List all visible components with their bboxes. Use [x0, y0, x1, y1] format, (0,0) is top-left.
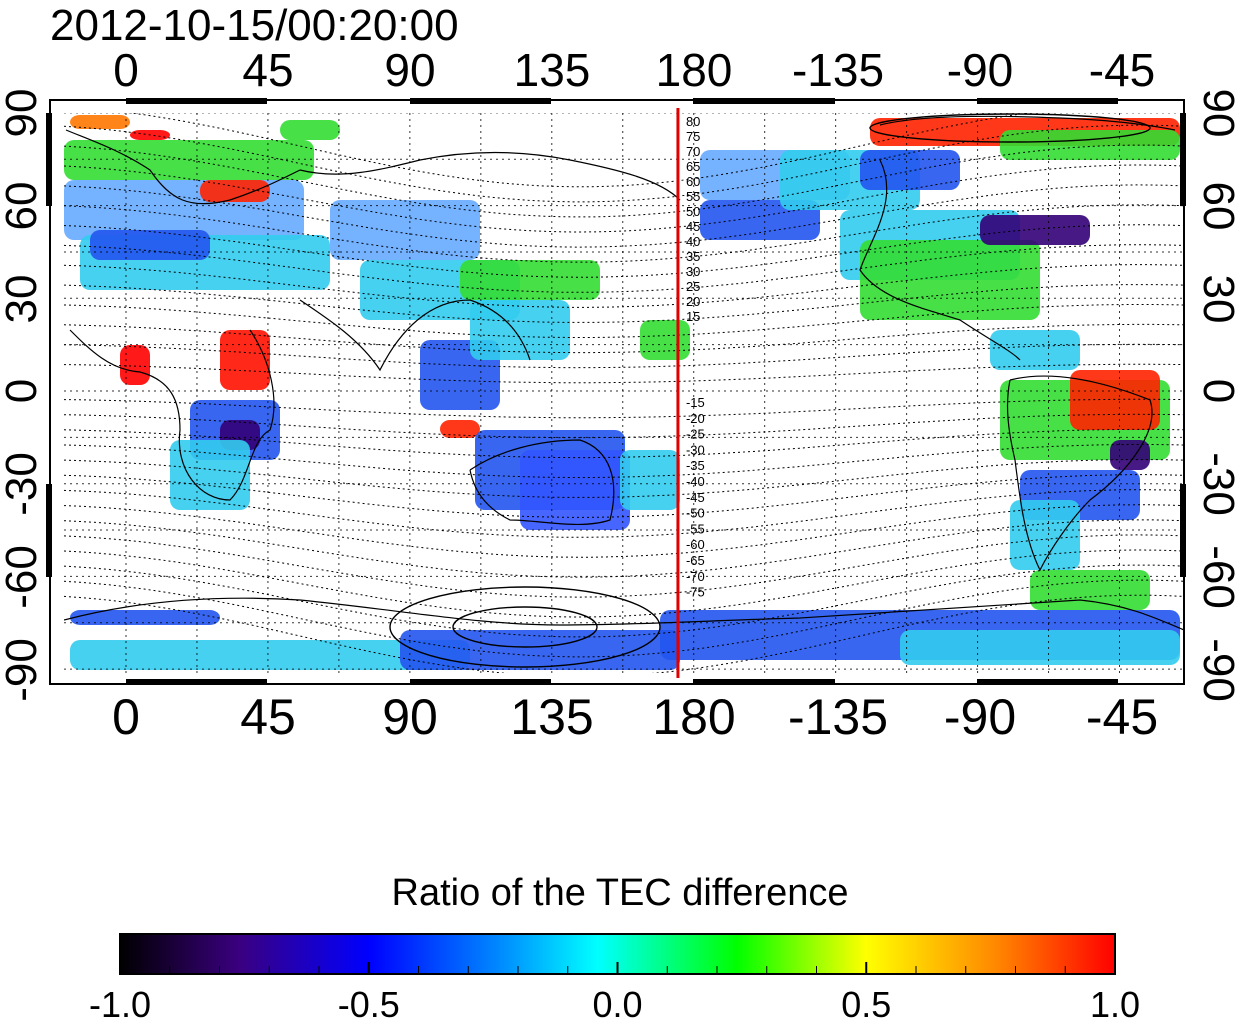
colorbar-tick-label: 0.5 [841, 984, 891, 1024]
tec-patch [460, 260, 600, 300]
contour-label-north: 25 [686, 279, 700, 294]
contour-label-south: -40 [686, 474, 705, 489]
tec-patch [70, 115, 130, 129]
lat-right-tick-label: -60 [1194, 545, 1240, 609]
tec-patch [70, 640, 470, 670]
lon-bottom-tick-label: -90 [944, 689, 1016, 745]
lat-right-tick-label: -30 [1194, 452, 1240, 516]
tec-patch [520, 450, 630, 530]
contour-label-south: -50 [686, 506, 705, 521]
tec-patch [90, 230, 210, 260]
contour-label-north: 40 [686, 234, 700, 249]
contour-label-north: 35 [686, 249, 700, 264]
lon-bottom-tick-label: -135 [788, 689, 888, 745]
lat-right-tick-label: 60 [1194, 182, 1240, 231]
contour-label-south: -70 [686, 569, 705, 584]
lon-top-tick-label: 90 [384, 44, 435, 96]
tec-patch [900, 630, 1180, 665]
tec-patch [120, 345, 150, 385]
tec-patch [1000, 130, 1180, 160]
lat-left-tick-label: 60 [0, 182, 46, 231]
colorbar-tick-label: 1.0 [1090, 984, 1140, 1024]
tec-patch [70, 610, 220, 625]
lon-bottom-tick-label: 135 [510, 689, 593, 745]
magnetic-latitude-contours [64, 113, 1184, 673]
tec-patch [1070, 370, 1160, 430]
axis-tick-labels: 0 45 90 135 180 -135 -90 -450 45 90 135 180 -135 -90-… [0, 44, 1240, 745]
lat-left-tick-label: -60 [0, 545, 46, 609]
lon-bottom-tick-label: 45 [240, 689, 296, 745]
tec-patch [1010, 500, 1080, 570]
contour-label-north: 65 [686, 159, 700, 174]
contour-label-south: -55 [686, 521, 705, 536]
contour-label-south: -30 [686, 442, 705, 457]
colorbar-ticks: -1.0 -0.5 0.0 0.5 1.0 [89, 962, 1140, 1024]
contour-label-south: -45 [686, 490, 705, 505]
contour-label-north: 55 [686, 189, 700, 204]
tec-patch [1110, 440, 1150, 470]
colorbar-title: Ratio of the TEC difference [391, 872, 849, 914]
tec-patch [640, 320, 690, 360]
lat-left-tick-label: -30 [0, 452, 46, 516]
colorbar-tick-label: -1.0 [89, 984, 151, 1024]
tec-patch [170, 440, 250, 510]
lon-top-tick-label: 135 [514, 44, 591, 96]
lat-left-tick-label: 30 [0, 275, 46, 324]
lat-right-tick-label: -90 [1194, 638, 1240, 702]
lon-top-tick-label: -45 [1089, 44, 1155, 96]
contour-label-south: -20 [686, 411, 705, 426]
contour-label-north: 75 [686, 129, 700, 144]
tec-patch [440, 420, 480, 438]
lon-bottom-tick-label: 90 [382, 689, 438, 745]
contour-label-north: 30 [686, 264, 700, 279]
contour-label-north: 15 [686, 309, 700, 324]
contour-label-south: -35 [686, 458, 705, 473]
contour-label-north: 50 [686, 204, 700, 219]
contour-label-south: -25 [686, 427, 705, 442]
colorbar: -1.0 -0.5 0.0 0.5 1.0 [89, 933, 1140, 1024]
lon-top-tick-label: 45 [242, 44, 293, 96]
tec-patch [980, 215, 1090, 245]
colorbar-tick-label: 0.0 [592, 984, 642, 1024]
colorbar-tick-label: -0.5 [338, 984, 400, 1024]
contour-label-north: 20 [686, 294, 700, 309]
coastlines [64, 115, 1184, 631]
contour-label-south: -75 [686, 585, 705, 600]
tec-patch [860, 240, 1040, 320]
tec-patch [280, 120, 340, 140]
frame-tick-bars [46, 98, 1186, 685]
contour-label-north: 45 [686, 219, 700, 234]
lat-left-tick-label: -90 [0, 638, 46, 702]
tec-patch [990, 330, 1080, 370]
lat-left-tick-label: 90 [0, 89, 46, 138]
lon-top-tick-label: 180 [656, 44, 733, 96]
contour-label-south: -65 [686, 553, 705, 568]
lon-bottom-tick-label: 0 [112, 689, 140, 745]
lon-top-tick-label: 0 [113, 44, 139, 96]
contour-label-south: -60 [686, 537, 705, 552]
tec-patch [860, 150, 960, 190]
lon-top-tick-label: -90 [947, 44, 1013, 96]
lat-right-tick-label: 30 [1194, 275, 1240, 324]
tec-patch [620, 450, 680, 510]
lat-right-tick-label: 0 [1194, 379, 1240, 403]
lon-bottom-tick-label: 180 [652, 689, 735, 745]
lat-right-tick-label: 90 [1194, 89, 1240, 138]
tec-patch [200, 180, 270, 202]
lon-bottom-tick-label: -45 [1086, 689, 1158, 745]
contour-label-north: 80 [686, 114, 700, 129]
contour-label-north: 70 [686, 144, 700, 159]
contour-label-south: -15 [686, 395, 705, 410]
map-timestamp-title: 2012-10-15/00:20:00 [50, 1, 459, 50]
lat-left-tick-label: 0 [0, 379, 46, 403]
lon-top-tick-label: -135 [792, 44, 884, 96]
graticule [64, 113, 1184, 673]
tec-patch [220, 330, 270, 390]
contour-label-north: 60 [686, 174, 700, 189]
tec-patch [330, 200, 480, 260]
